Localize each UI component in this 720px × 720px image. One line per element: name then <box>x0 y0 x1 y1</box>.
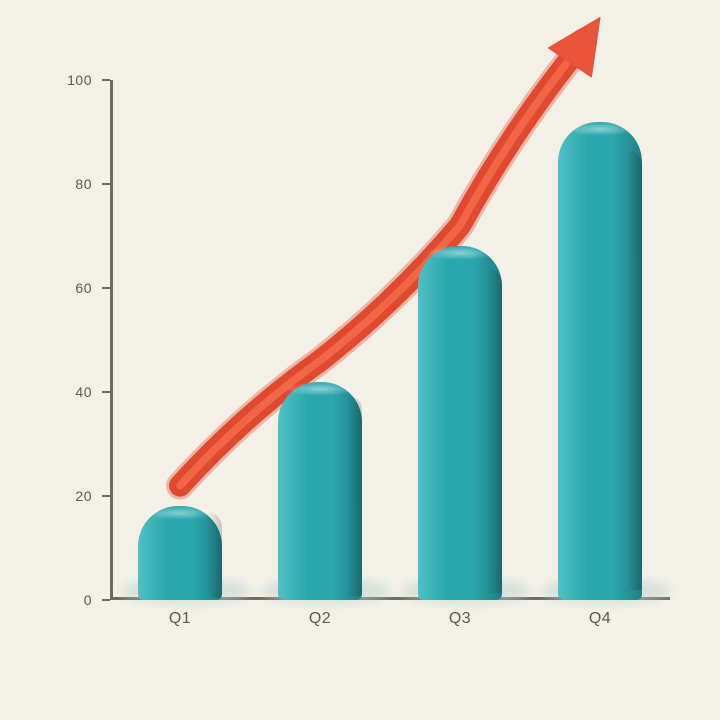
x-axis-label: Q1 <box>169 600 191 628</box>
y-tick-label: 60 <box>75 280 110 296</box>
plot-area: 020406080100Q1Q2Q3Q4 <box>110 80 670 600</box>
bar <box>278 382 362 600</box>
x-axis-label: Q4 <box>589 600 611 628</box>
bar <box>138 506 222 600</box>
bar <box>418 246 502 600</box>
y-tick-label: 20 <box>75 488 110 504</box>
y-tick-label: 80 <box>75 176 110 192</box>
bar <box>558 122 642 600</box>
y-tick-label: 0 <box>84 592 110 608</box>
x-axis-label: Q2 <box>309 600 331 628</box>
y-tick-label: 100 <box>67 72 110 88</box>
y-tick-label: 40 <box>75 384 110 400</box>
x-axis-label: Q3 <box>449 600 471 628</box>
growth-chart: 0 20 40 60 80 100 Q1 Q2 Q3 Q4 <box>0 0 720 720</box>
y-axis <box>110 80 113 600</box>
